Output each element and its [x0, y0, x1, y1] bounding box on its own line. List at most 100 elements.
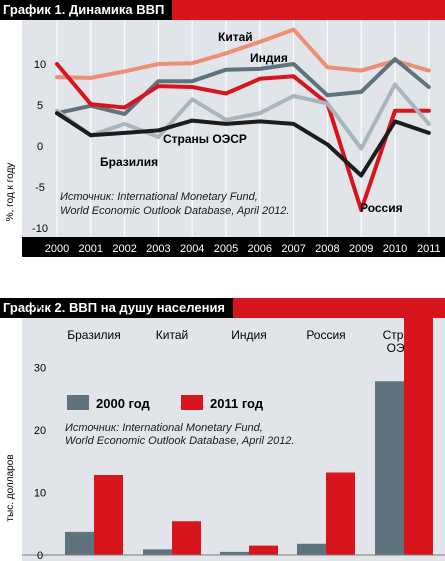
chart1-point-бразилия-2002 [123, 122, 126, 126]
chart1-point-китай-2009 [359, 69, 363, 72]
chart2-panel: График 2. ВВП на душу населения Бразилия… [0, 298, 445, 561]
chart1-point-россия-2005 [224, 92, 228, 95]
chart1-point-страны-оэср-2005 [224, 122, 228, 126]
chart2-ytick-40: 40 [34, 300, 46, 312]
chart1-ytick-10: 10 [34, 59, 46, 71]
chart1-point-индия-2002 [123, 112, 126, 116]
chart1-xtick-2001: 2001 [79, 243, 103, 255]
chart2-ytick-10: 10 [34, 488, 46, 500]
chart1-xtick-2007: 2007 [281, 243, 305, 255]
chart1-point-китай-2008 [326, 65, 329, 69]
chart2-ytick-0: 0 [37, 550, 43, 561]
chart1-label-бразилия: Бразилия [100, 155, 158, 169]
chart2-bar-страны-оэср-2011-год [404, 310, 433, 555]
chart2-category-россия: Россия [306, 328, 345, 342]
chart2-category-индия: Индия [231, 328, 266, 342]
chart2-bar-россия-2000-год [297, 543, 326, 555]
chart1-point-бразилия-2005 [224, 118, 228, 122]
chart2-bar-китай-2011-год [172, 521, 201, 555]
chart1-point-россия-2009 [359, 208, 363, 212]
chart1-point-индия-2004 [190, 79, 194, 83]
chart2-ytick-30: 30 [34, 363, 46, 375]
chart1-point-китай-2000 [55, 75, 59, 79]
chart1-point-россия-2011 [427, 109, 431, 113]
chart1-point-бразилия-2004 [190, 97, 194, 101]
chart2-bar-китай-2000-год [143, 549, 172, 555]
chart1-point-китай-2003 [157, 62, 160, 66]
chart1-series-индия [55, 57, 431, 116]
chart1-series-бразилия [55, 82, 431, 151]
chart1-point-страны-оэср-2008 [326, 142, 329, 146]
chart2-source-line1: Источник: International Monetary Fund, [65, 422, 263, 434]
chart1-point-китай-2005 [224, 51, 228, 55]
chart1-point-бразилия-2008 [326, 101, 329, 105]
chart1-ytick--10: -10 [32, 223, 48, 235]
chart1-xtick-2005: 2005 [214, 243, 238, 255]
chart2-title: График 2. ВВП на душу населения [0, 298, 234, 318]
chart1-plot-area [22, 20, 445, 237]
chart1-xtick-2011: 2011 [417, 243, 441, 255]
chart1-point-бразилия-2010 [393, 83, 397, 86]
chart2-legend-swatch-2011-год [181, 395, 203, 410]
chart1-point-страны-оэср-2010 [393, 120, 397, 123]
chart1-point-индия-2006 [258, 67, 262, 71]
chart2-legend-label-2000-год: 2000 год [96, 396, 151, 411]
chart1-ytick-5: 5 [37, 100, 43, 112]
chart1-xaxis-bar [22, 237, 445, 257]
chart1-xaxis-svg: 2000 2001 2002 2003 2004 2005 2006 2007 2008 2009… [45, 243, 441, 255]
chart1-xtick-2004: 2004 [180, 243, 204, 255]
chart2-ytick-20: 20 [34, 425, 46, 437]
chart1-point-бразилия-2006 [258, 111, 262, 115]
chart1-point-китай-2002 [123, 69, 126, 73]
chart1-point-индия-2007 [292, 62, 295, 66]
chart1-point-китай-2004 [190, 61, 194, 65]
chart1-point-россия-2006 [258, 77, 262, 81]
chart2-legend-label-2011-год: 2011 год [210, 396, 264, 411]
chart1-point-страны-оэср-2004 [190, 119, 194, 122]
chart2-bar-бразилия-2011-год [94, 475, 123, 555]
chart2-svg: БразилияКитайИндияРоссияСтраныОЭСР 01020… [5, 300, 445, 561]
chart1-xtick-2006: 2006 [248, 243, 272, 255]
chart1-title: График 1. Динамика ВВП [0, 0, 173, 20]
chart1-xtick-2008: 2008 [315, 243, 339, 255]
chart2-bar-индия-2011-год [249, 545, 278, 555]
chart1-point-индия-2005 [224, 68, 228, 72]
chart1-point-бразилия-2009 [359, 147, 363, 150]
chart1-header: График 1. Динамика ВВП [0, 0, 445, 20]
chart1-point-россия-2007 [292, 74, 295, 78]
chart1-source-line1: Источник: International Monetary Fund, [60, 191, 258, 203]
chart1-label-страны-оэср: Страны ОЭСР [163, 132, 247, 146]
chart1-point-китай-2007 [292, 28, 295, 31]
chart1-point-бразилия-2011 [427, 122, 431, 126]
chart1-xtick-2003: 2003 [146, 243, 170, 255]
chart1-point-индия-2010 [393, 57, 397, 61]
chart1-point-россия-2002 [123, 106, 126, 109]
chart1-point-китай-2011 [427, 69, 431, 72]
chart1-ytick--5: -5 [35, 182, 45, 194]
chart1-point-китай-2001 [89, 76, 93, 80]
chart1-ytick-0: 0 [37, 141, 43, 153]
chart1-point-индия-2011 [427, 85, 431, 89]
chart2-source-line2: World Economic Outlook Database, April 2… [65, 435, 294, 447]
chart1-point-китай-2006 [258, 40, 262, 44]
chart2-bar-страны-оэср-2000-год [375, 381, 404, 555]
chart1-point-россия-2000 [55, 62, 59, 66]
chart1-point-страны-оэср-2007 [292, 122, 295, 126]
chart1-point-страны-оэср-2006 [258, 120, 262, 123]
chart2-ylabel: тыс. долларов [5, 454, 16, 521]
chart1-point-страны-оэср-2003 [157, 129, 160, 132]
chart1-source-line2: World Economic Outlook Database, April 2… [60, 205, 289, 217]
chart1-point-россия-2010 [393, 109, 397, 113]
chart1-xtick-2009: 2009 [349, 243, 373, 255]
chart1-label-россия: Россия [360, 201, 403, 215]
chart2-plot-area [22, 318, 445, 561]
chart1-point-индия-2003 [157, 79, 160, 83]
chart2-bar-индия-2000-год [220, 551, 249, 555]
chart1-series-россия [55, 62, 431, 212]
chart2-category-бразилия: Бразилия [67, 328, 121, 342]
chart1-xtick-2000: 2000 [45, 243, 69, 255]
chart1-point-россия-2003 [157, 84, 160, 88]
chart2-header: График 2. ВВП на душу населения [0, 298, 445, 318]
chart1-point-страны-оэср-2000 [55, 111, 59, 115]
chart1-point-индия-2008 [326, 93, 329, 97]
